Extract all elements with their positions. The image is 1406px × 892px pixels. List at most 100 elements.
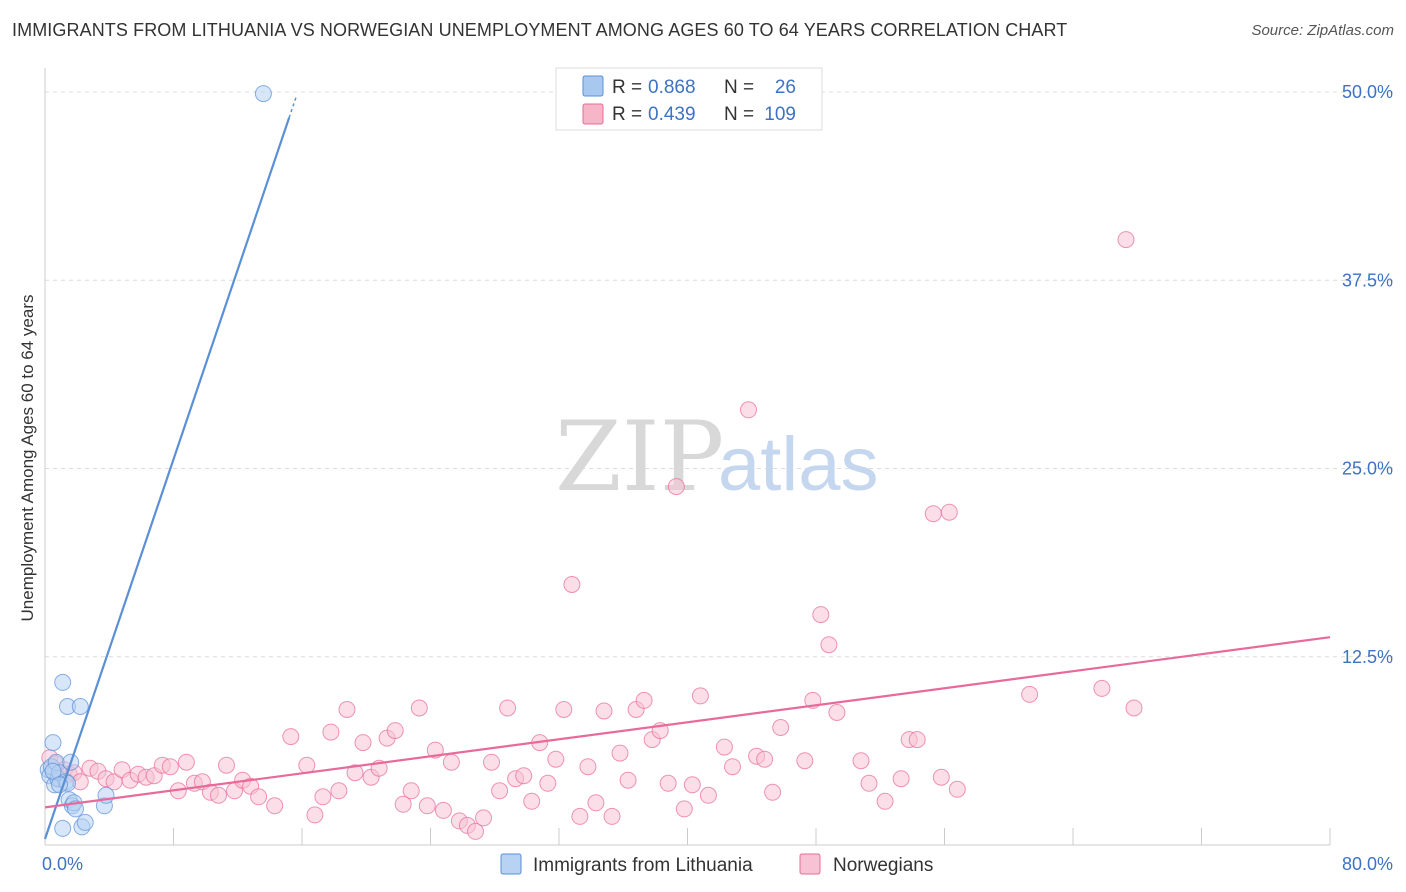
x-tick-label-min: 0.0%: [42, 854, 83, 874]
norwegians-point-53: [467, 822, 484, 840]
norwegians-point-82: [699, 786, 717, 804]
legend-label-norwegians: Norwegians: [833, 855, 933, 876]
legend-label-lithuania: Immigrants from Lithuania: [533, 855, 753, 876]
norwegians-point-102: [932, 768, 950, 786]
chart-title: IMMIGRANTS FROM LITHUANIA VS NORWEGIAN U…: [12, 20, 1068, 40]
norwegians-point-96: [860, 774, 878, 792]
norwegians-point-67: [579, 758, 597, 776]
norwegians-point-77: [659, 774, 677, 792]
stats-legend-swatch-lithuania: [582, 75, 604, 97]
norwegians-point-72: [619, 771, 637, 789]
lithuania-point-3: [44, 734, 62, 752]
watermark-zip: ZIP: [555, 401, 724, 513]
norwegians-point-87: [756, 750, 774, 768]
norwegians-point-25: [218, 756, 235, 774]
stats-legend-swatch-norwegians: [582, 103, 604, 125]
norwegians-point-43: [386, 722, 404, 740]
norwegians-point-20: [177, 753, 195, 771]
norwegians-point-70: [603, 807, 621, 825]
norwegians-point-65: [563, 576, 581, 593]
norwegians-point-29: [250, 788, 268, 806]
y-tick-label: 37.5%: [1342, 270, 1393, 290]
norwegians-point-78: [667, 478, 685, 496]
norwegians-point-105: [1021, 685, 1039, 703]
norwegians-point-47: [418, 797, 436, 815]
watermark: ZIP atlas: [555, 401, 879, 513]
norwegians-point-98: [892, 770, 910, 788]
norwegians-point-54: [475, 809, 492, 827]
norwegians-point-34: [314, 788, 332, 806]
norwegians-point-46: [410, 699, 428, 717]
norwegians-point-106: [1093, 679, 1111, 697]
data-points: [39, 85, 1143, 840]
lithuania-point-22: [54, 819, 72, 837]
norwegians-point-39: [354, 734, 372, 752]
norwegians-point-50: [442, 753, 460, 771]
norwegians-point-49: [434, 801, 452, 819]
norwegians-point-95: [852, 752, 870, 770]
n-label-lithuania: N =: [724, 77, 754, 98]
n-label-norwegians: N =: [724, 104, 754, 125]
norwegians-point-88: [764, 783, 782, 801]
norwegians-point-94: [828, 704, 846, 721]
norwegians-point-97: [876, 792, 894, 810]
norwegians-point-45: [402, 782, 420, 800]
norwegians-point-32: [298, 756, 316, 774]
norwegians-point-69: [595, 702, 613, 720]
norwegians-point-66: [571, 807, 589, 825]
r-label-norwegians: R =: [612, 104, 642, 125]
stats-legend: R = 0.868 N = 26 R = 0.439 N = 109: [555, 67, 823, 131]
source-label: Source: ZipAtlas.com: [1251, 22, 1394, 39]
trend-lines: [43, 96, 1331, 840]
legend-swatch-lithuania: [500, 853, 522, 875]
watermark-atlas: atlas: [718, 422, 879, 507]
norwegians-point-59: [515, 767, 533, 785]
norwegians-point-89: [772, 719, 790, 736]
r-value-norwegians: 0.439: [648, 104, 696, 125]
norwegians-point-57: [499, 699, 517, 717]
norwegians-point-55: [483, 753, 500, 771]
norwegians-point-64: [555, 701, 573, 718]
norwegians-point-33: [306, 806, 324, 824]
r-label-lithuania: R =: [612, 77, 642, 98]
n-value-lithuania: 26: [775, 77, 796, 98]
lithuania-point-16: [71, 698, 89, 715]
norwegians-point-62: [539, 774, 557, 792]
norwegians-point-30: [266, 797, 284, 815]
norwegians-point-31: [282, 728, 300, 746]
norwegians-point-37: [338, 701, 356, 718]
norwegians-point-80: [683, 776, 701, 794]
y-tick-label: 50.0%: [1342, 82, 1393, 102]
norwegians-point-83: [715, 738, 733, 756]
norwegians-point-44: [394, 795, 412, 813]
norwegians-point-71: [611, 744, 629, 762]
lithuania-trend-extension: [288, 96, 298, 118]
lithuania-point-21: [254, 85, 272, 103]
norwegians-point-104: [948, 780, 966, 798]
norwegians-point-79: [675, 800, 693, 818]
lithuania-point-8: [54, 673, 72, 691]
series-legend: Immigrants from Lithuania Norwegians: [500, 853, 933, 876]
legend-swatch-norwegians: [799, 853, 821, 875]
norwegians-point-81: [691, 687, 709, 705]
lithuania-point-18: [76, 813, 94, 831]
y-tick-label: 25.0%: [1342, 459, 1393, 479]
norwegians-point-38: [346, 764, 364, 782]
norwegians-point-100: [908, 731, 926, 749]
norwegians-point-63: [547, 750, 565, 768]
lithuania-point-23: [44, 762, 62, 780]
norwegians-point-108: [1125, 699, 1143, 717]
lithuania-trend-line: [43, 117, 291, 840]
gridlines: [45, 91, 1393, 658]
norwegians-point-92: [812, 606, 830, 624]
norwegians-point-68: [587, 794, 605, 812]
norwegians-point-93: [820, 636, 838, 654]
norwegians-point-103: [940, 503, 958, 521]
norwegians-point-101: [924, 505, 942, 523]
norwegians-point-24: [210, 786, 227, 804]
norwegians-point-18: [161, 758, 179, 776]
tick-labels: 12.5% 25.0% 37.5% 50.0% 0.0% 80.0%: [42, 82, 1393, 874]
norwegians-point-90: [796, 752, 814, 770]
norwegians-point-60: [523, 792, 541, 810]
